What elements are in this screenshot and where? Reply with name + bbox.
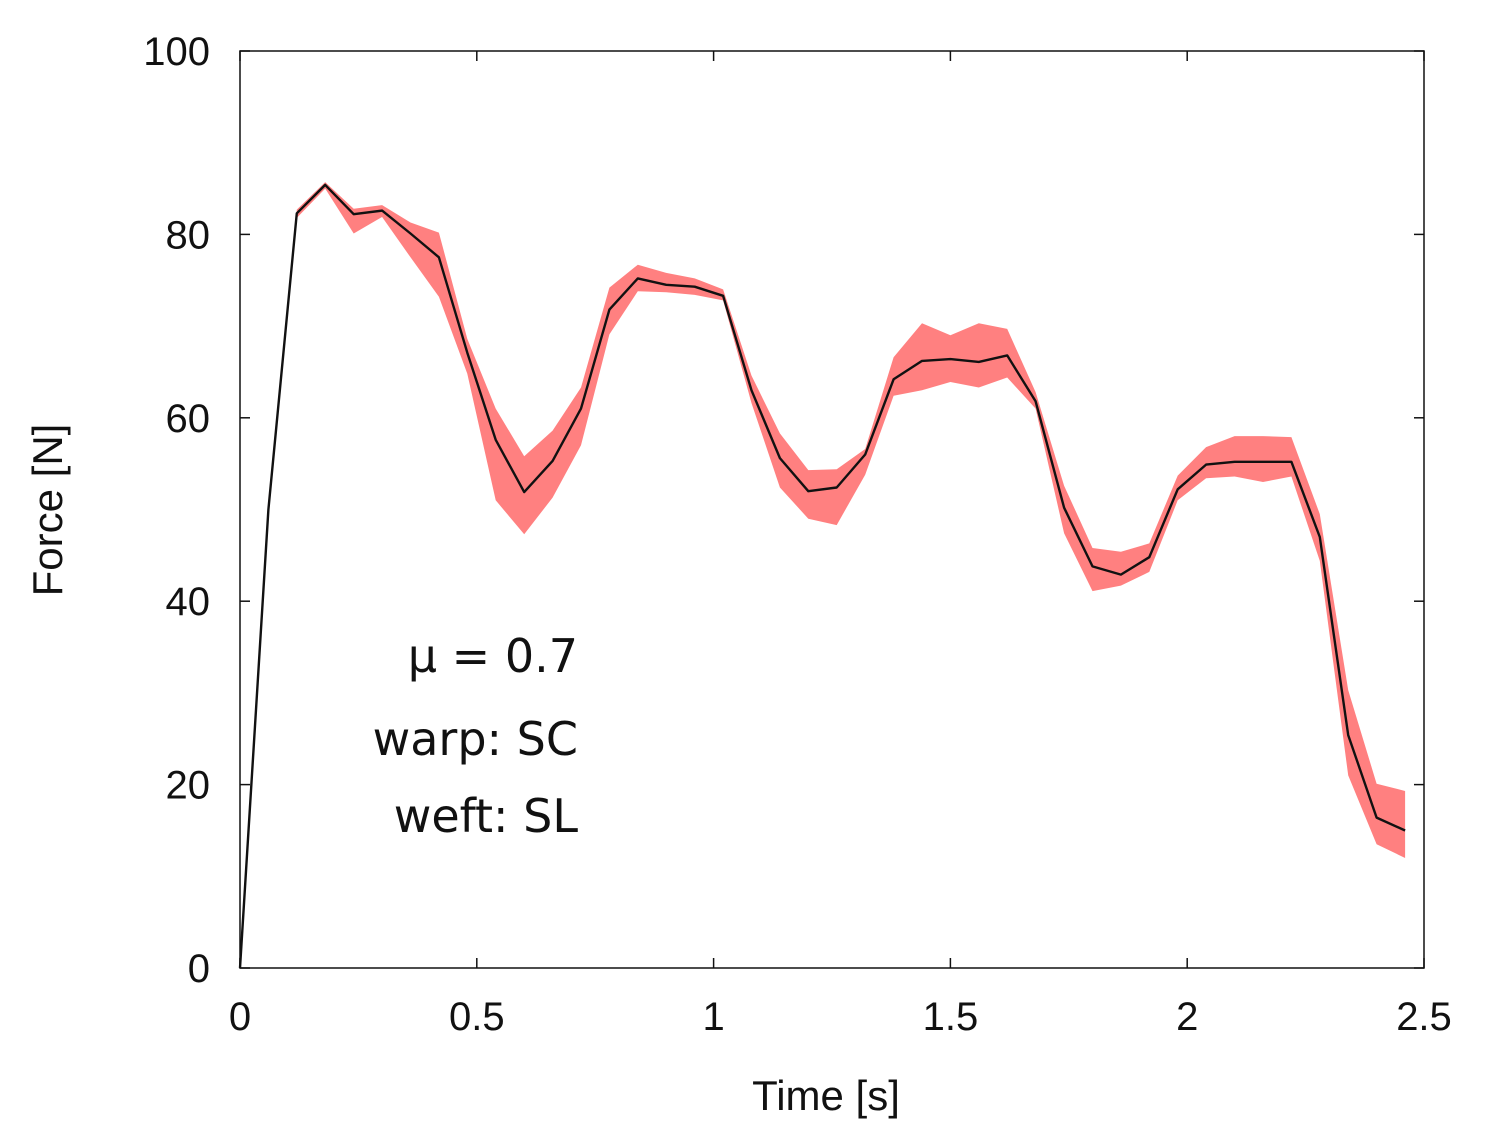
x-tick-label: 1.5 bbox=[923, 995, 979, 1039]
force-variability-band bbox=[240, 182, 1406, 969]
annotation-friction: μ = 0.7 bbox=[408, 629, 578, 683]
annotation-block: μ = 0.7 warp: SC weft: SL bbox=[373, 629, 579, 843]
annotation-warp: warp: SC bbox=[373, 712, 578, 766]
x-tick-label: 1 bbox=[702, 995, 724, 1039]
x-tick-label: 2 bbox=[1176, 995, 1198, 1039]
x-tick-label: 0 bbox=[229, 995, 251, 1039]
y-axis-ticks: 0 20 40 60 80 100 bbox=[143, 30, 1424, 991]
y-tick-label: 80 bbox=[166, 213, 211, 257]
y-tick-label: 20 bbox=[166, 764, 211, 808]
mean-force-line bbox=[238, 183, 1406, 969]
x-tick-label: 2.5 bbox=[1396, 995, 1452, 1039]
plot-area bbox=[238, 50, 1425, 969]
annotation-weft: weft: SL bbox=[394, 789, 579, 843]
y-tick-label: 100 bbox=[143, 30, 210, 74]
x-axis-title: Time [s] bbox=[752, 1072, 900, 1119]
y-axis-title: Force [N] bbox=[24, 424, 71, 597]
x-axis-ticks: 0 0.5 1 1.5 2 2.5 bbox=[229, 51, 1452, 1039]
y-tick-label: 0 bbox=[188, 947, 210, 991]
y-tick-label: 60 bbox=[166, 397, 211, 441]
x-tick-label: 0.5 bbox=[449, 995, 505, 1039]
plot-frame bbox=[239, 50, 1425, 969]
y-tick-label: 40 bbox=[166, 580, 211, 624]
